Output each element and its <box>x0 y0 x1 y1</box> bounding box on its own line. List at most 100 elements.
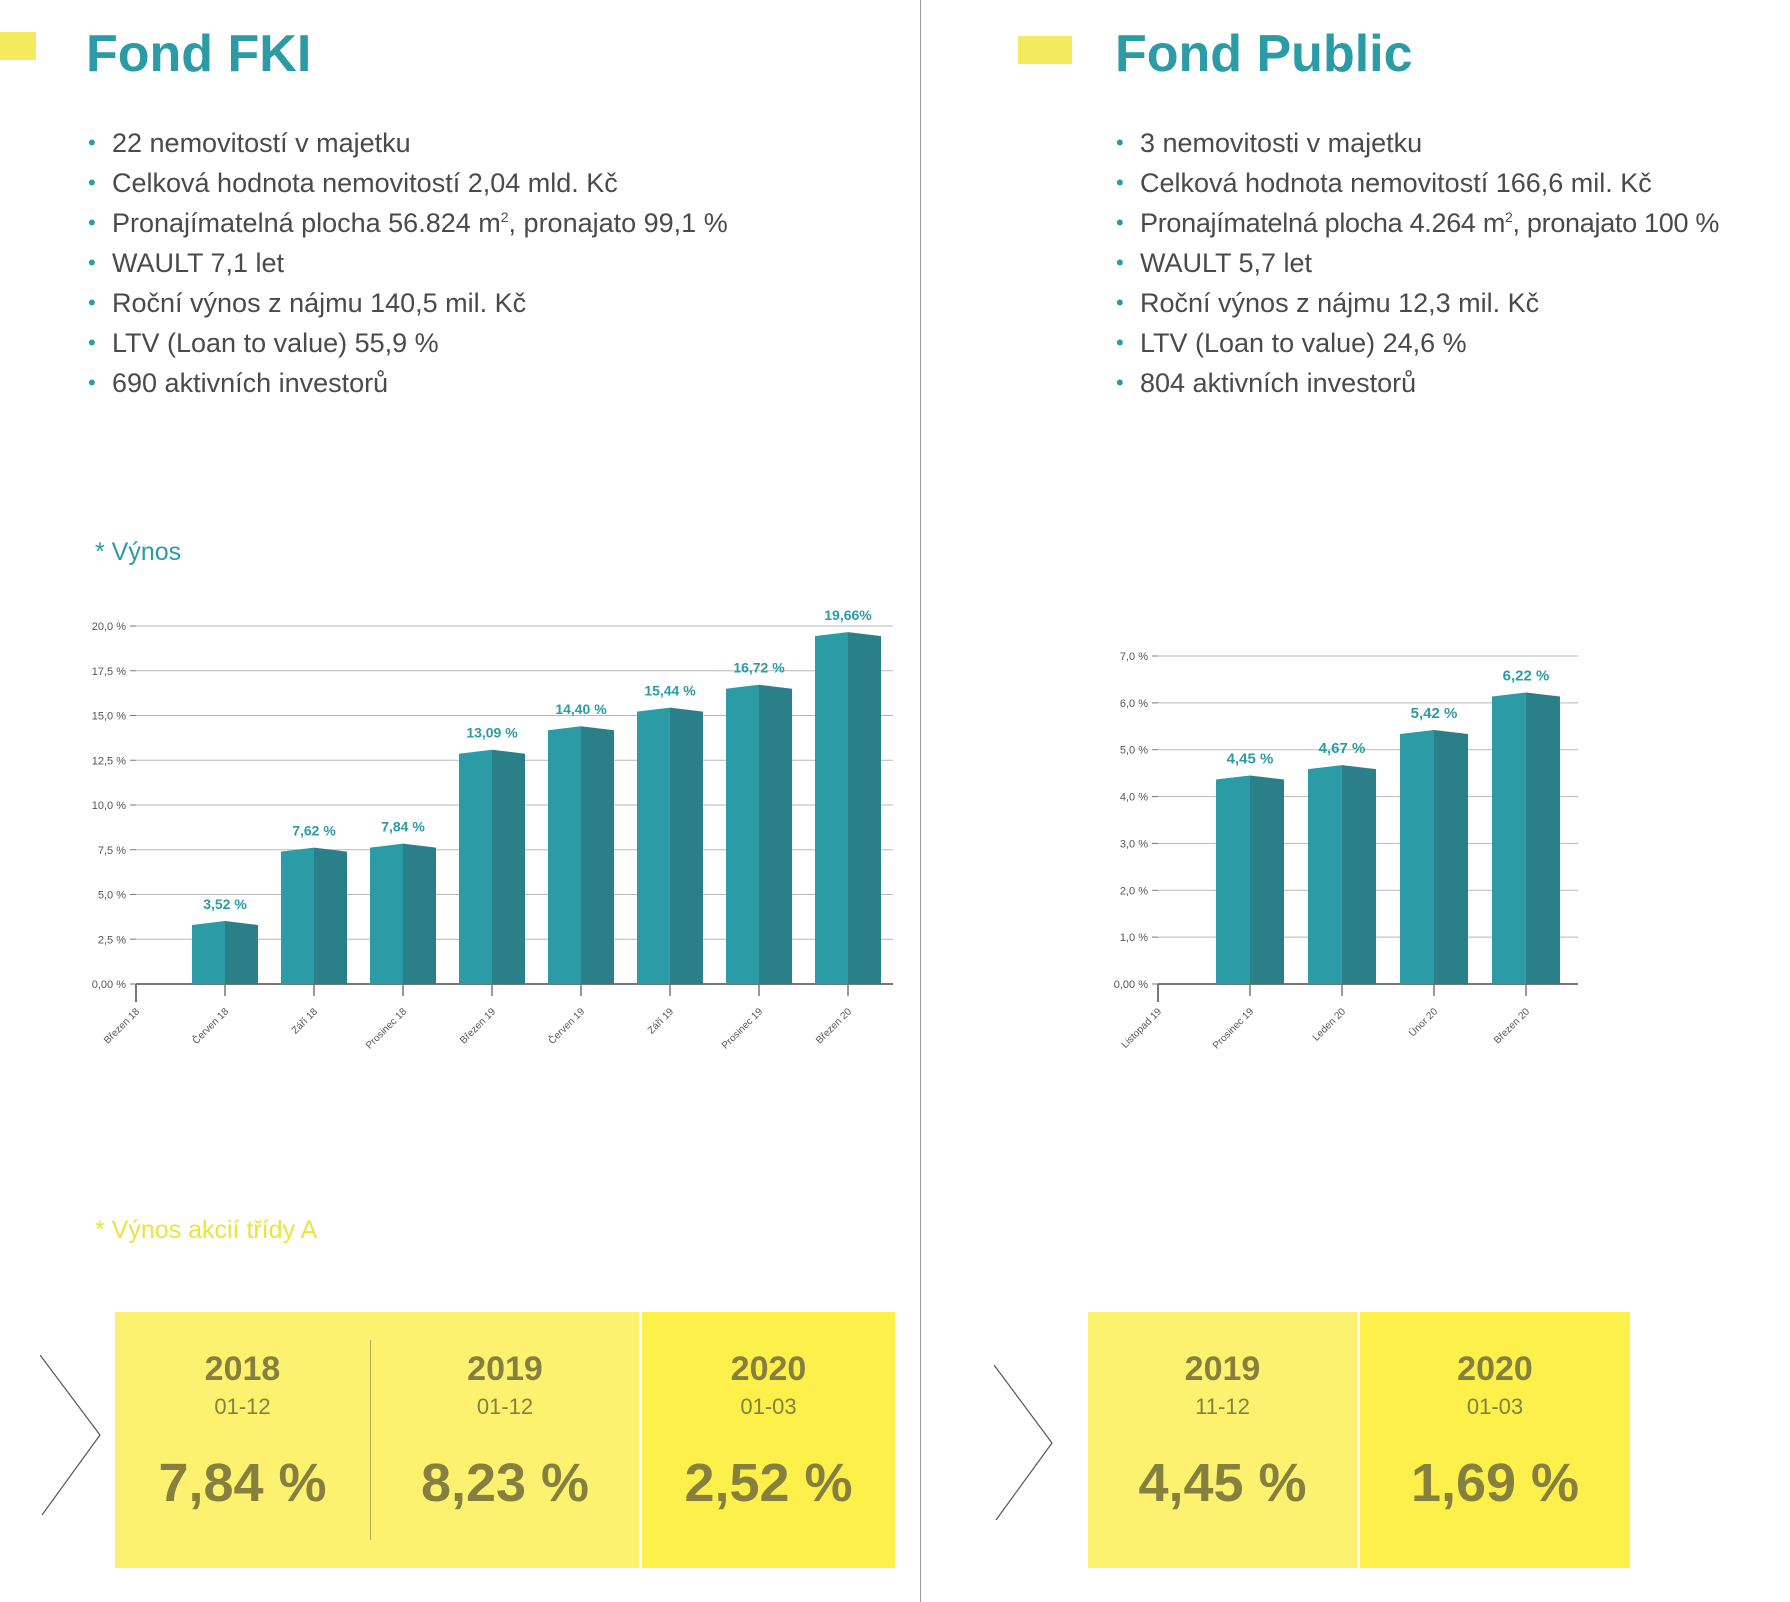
bar-value-label: 5,42 % <box>1411 705 1458 722</box>
yield-gap <box>639 1312 642 1568</box>
y-tick-label: 1,0 % <box>1120 932 1148 944</box>
x-tick-label: Prosinec 19 <box>1211 1006 1256 1051</box>
y-tick-label: 15,0 % <box>92 711 126 723</box>
bar-side <box>225 920 258 984</box>
bar-value-label: 19,66% <box>824 607 872 623</box>
bar-value-label: 16,72 % <box>733 660 785 676</box>
yield-year: 2019 <box>467 1350 543 1388</box>
public-fact-1: Celková hodnota nemovitostí 166,6 mil. K… <box>1116 163 1719 203</box>
public-yield-2019: 2019 11-12 4,45 % <box>1088 1312 1357 1568</box>
fki-yield-2019: 2019 01-12 8,23 % <box>371 1312 639 1568</box>
bar-front <box>1308 765 1342 984</box>
yield-range: 11-12 <box>1195 1394 1250 1419</box>
bar-front <box>1492 692 1526 984</box>
yield-range: 01-12 <box>214 1394 271 1419</box>
y-tick-label: 4,0 % <box>1120 792 1148 804</box>
fki-fact-0: 22 nemovitostí v majetku <box>88 123 728 163</box>
bar-value-label: 7,84 % <box>381 819 425 835</box>
x-tick-label: Březen 20 <box>1492 1006 1532 1046</box>
yield-value: 1,69 % <box>1410 1453 1580 1513</box>
bar-value-label: 4,67 % <box>1319 740 1366 757</box>
fki-fact-3: WAULT 7,1 let <box>88 243 728 283</box>
public-fact-5: LTV (Loan to value) 24,6 % <box>1116 323 1719 363</box>
public-title: Fond Public <box>1115 25 1413 83</box>
yield-value: 2,52 % <box>684 1453 853 1513</box>
bar-value-label: 13,09 % <box>466 725 518 741</box>
fki-yield-boxes: 2018 01-12 7,84 % 2019 01-12 8,23 % 2020… <box>115 1312 895 1568</box>
fki-yield-label: * Výnos akcií třídy A <box>95 1216 318 1244</box>
bar-side <box>403 843 436 984</box>
yield-value: 7,84 % <box>158 1453 327 1513</box>
bar-front <box>281 847 314 984</box>
bar-front <box>548 726 581 984</box>
chevron-right-icon <box>994 1365 1053 1520</box>
bar-value-label: 3,52 % <box>203 896 247 912</box>
y-tick-label: 2,5 % <box>98 934 126 946</box>
fki-chart-label: * Výnos <box>95 538 182 566</box>
y-tick-label: 20,0 % <box>92 621 126 633</box>
column-divider <box>920 0 921 1602</box>
yield-range: 01-03 <box>1466 1394 1524 1419</box>
y-tick-label: 3,0 % <box>1120 838 1148 850</box>
yield-year: 2019 <box>1184 1350 1261 1388</box>
public-fact-list: 3 nemovitosti v majetku Celková hodnota … <box>1116 123 1719 403</box>
bar-value-label: 15,44 % <box>644 683 696 699</box>
yield-separator <box>370 1312 371 1568</box>
public-yield-chart: 0,00 % 1,0 % 2,0 % 3,0 % 4,0 % 5,0 % 6,0 % 7,0 … <box>1114 651 1578 1051</box>
bar-side <box>759 684 792 984</box>
y-tick-label: 2,0 % <box>1120 885 1148 897</box>
y-tick-label: 6,0 % <box>1120 698 1148 710</box>
public-fact-4: Roční výnos z nájmu 12,3 mil. Kč <box>1116 283 1719 323</box>
fki-fact-5: LTV (Loan to value) 55,9 % <box>88 323 728 363</box>
bar-side <box>492 749 525 984</box>
yield-year: 2018 <box>204 1350 281 1388</box>
bar-side <box>670 707 703 984</box>
y-tick-label: 7,0 % <box>1120 651 1148 663</box>
public-yield-2020: 2020 01-03 1,69 % <box>1360 1312 1630 1568</box>
yield-value: 8,23 % <box>420 1453 590 1513</box>
fki-title: Fond FKI <box>86 25 312 83</box>
yield-range: 01-03 <box>740 1394 797 1419</box>
fki-fact-6: 690 aktivních investorů <box>88 363 728 403</box>
fki-yield-chart: 0,00 % 2,5 % 5,0 % 7,5 % 10,0 % 12,5 % 15,0 % 1… <box>92 607 893 1051</box>
public-fact-0: 3 nemovitosti v majetku <box>1116 123 1719 163</box>
public-fact-3: WAULT 5,7 let <box>1116 243 1719 283</box>
bar-value-label: 6,22 % <box>1503 668 1550 685</box>
yield-value: 4,45 % <box>1138 1453 1307 1513</box>
y-tick-label: 17,5 % <box>92 666 126 678</box>
y-tick-label: 0,00 % <box>92 979 126 991</box>
bar-side <box>1434 730 1468 984</box>
x-tick-label: Leden 20 <box>1311 1006 1349 1044</box>
yield-gap <box>1357 1312 1360 1568</box>
fki-fact-4: Roční výnos z nájmu 140,5 mil. Kč <box>88 283 728 323</box>
fki-yield-2018: 2018 01-12 7,84 % <box>115 1312 370 1568</box>
y-tick-label: 12,5 % <box>92 755 126 767</box>
bar-side <box>1342 765 1376 984</box>
y-tick-label: 5,0 % <box>1120 745 1148 757</box>
bar-front <box>370 843 403 984</box>
bar-side <box>1526 692 1560 984</box>
y-tick-label: 10,0 % <box>92 800 126 812</box>
yield-range: 01-12 <box>476 1394 534 1419</box>
fki-fact-2: Pronajímatelná plocha 56.824 m2, pronaja… <box>88 203 728 243</box>
bar-side <box>848 632 881 984</box>
title-accent-public <box>1018 36 1072 64</box>
y-tick-label: 0,00 % <box>1114 979 1148 991</box>
public-yield-boxes: 2019 11-12 4,45 % 2020 01-03 1,69 % <box>1088 1312 1630 1568</box>
bar-front <box>1216 775 1250 984</box>
bar-front <box>637 707 670 984</box>
y-tick-label: 7,5 % <box>98 845 126 857</box>
yield-year: 2020 <box>1457 1350 1533 1388</box>
fki-fact-1: Celková hodnota nemovitostí 2,04 mld. Kč <box>88 163 728 203</box>
bar-front <box>815 632 848 984</box>
public-fact-6: 804 aktivních investorů <box>1116 363 1719 403</box>
title-accent-fki <box>0 32 36 60</box>
bar-front <box>459 749 492 984</box>
bar-front <box>1400 730 1434 984</box>
x-tick-label: Únor 20 <box>1406 1005 1441 1040</box>
bar-side <box>1250 775 1284 984</box>
bar-side <box>581 726 614 984</box>
fki-yield-2020: 2020 01-03 2,52 % <box>642 1312 895 1568</box>
fki-fact-list: 22 nemovitostí v majetku Celková hodnota… <box>88 123 728 403</box>
bar-value-label: 4,45 % <box>1227 750 1274 767</box>
